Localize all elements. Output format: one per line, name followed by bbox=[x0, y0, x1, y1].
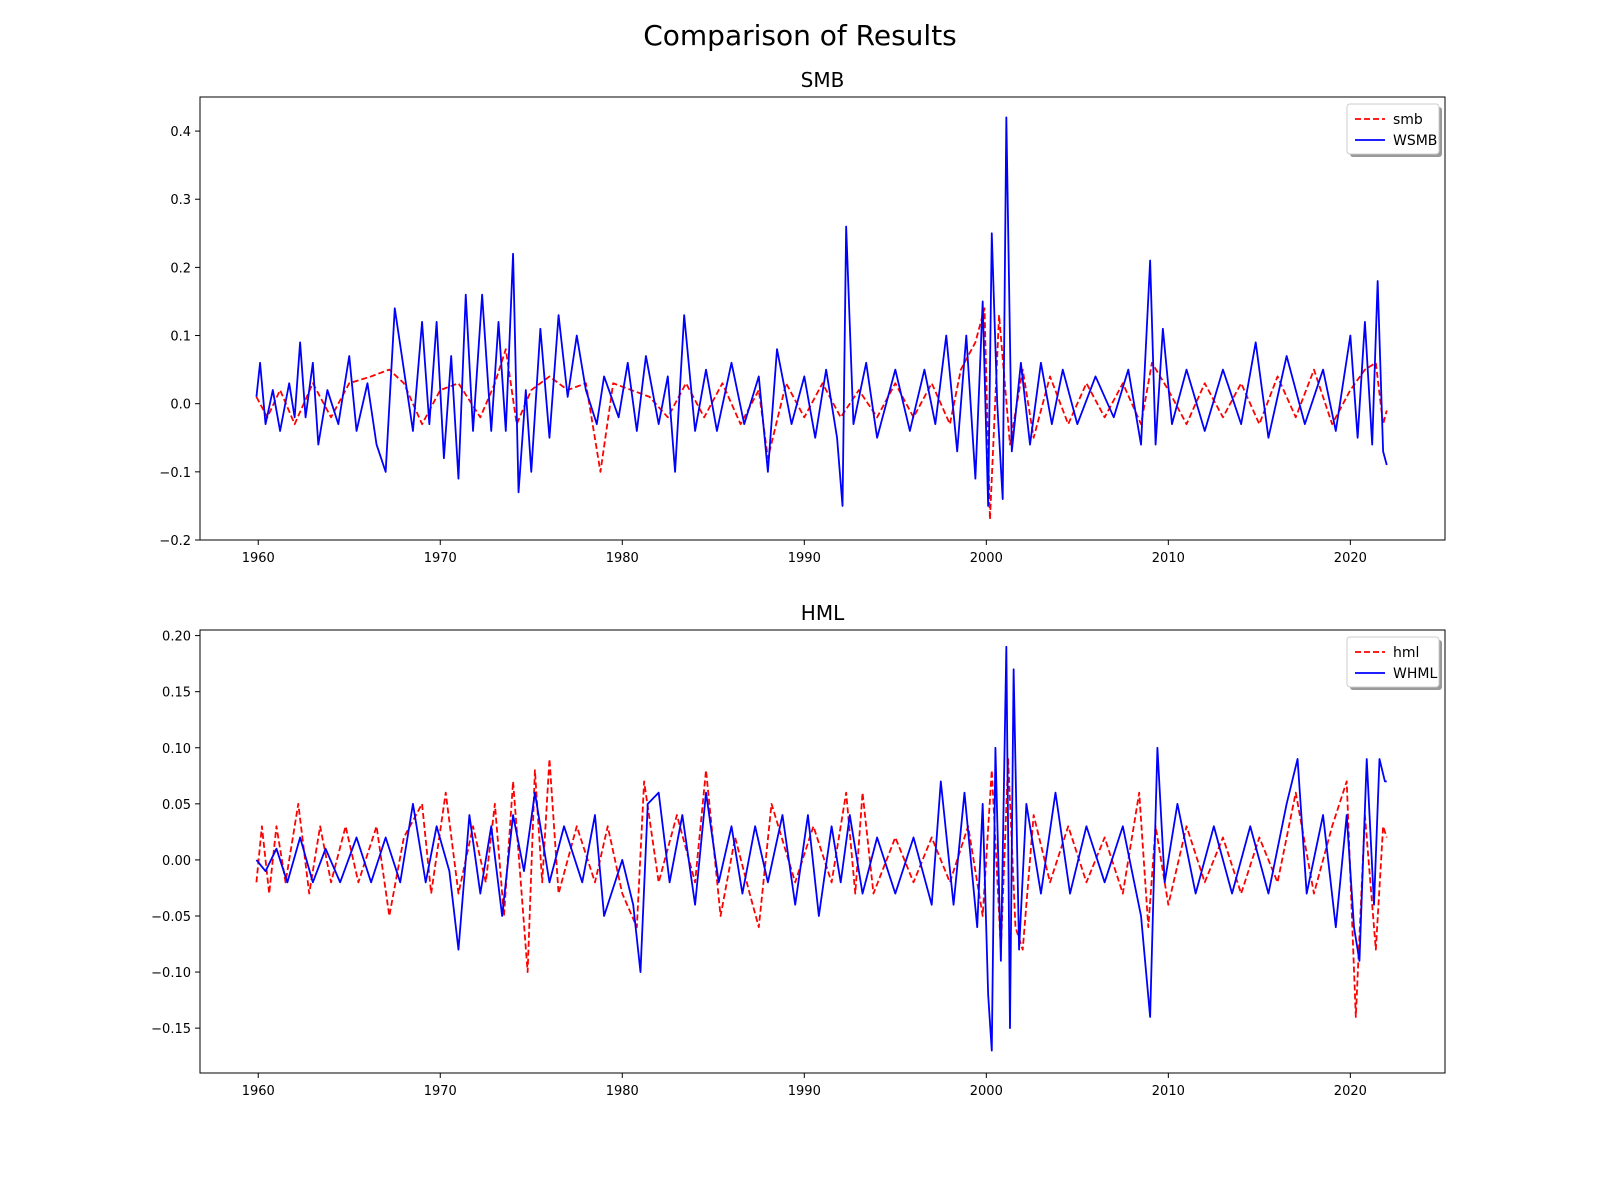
series-group bbox=[255, 116, 1388, 521]
y-tick-label: 0.05 bbox=[162, 798, 191, 813]
y-tick-label: 0.2 bbox=[170, 261, 191, 276]
y-tick-label: 0.10 bbox=[162, 742, 191, 757]
subplot-hml: HML 1960 1970 1980 1990 2000 2010 2020 −0.15 −0.1… bbox=[151, 601, 1446, 1099]
legend-label-wsmb: WSMB bbox=[1393, 133, 1437, 149]
y-tick-label: −0.10 bbox=[151, 966, 191, 981]
legend-label-hml: hml bbox=[1393, 645, 1419, 661]
x-tick-label: 1960 bbox=[242, 1084, 275, 1099]
x-tick-label: 2000 bbox=[970, 551, 1003, 566]
legend-label-smb: smb bbox=[1393, 112, 1423, 128]
subplot-title: HML bbox=[801, 601, 845, 625]
x-tick-label: 1970 bbox=[424, 551, 457, 566]
x-tick-label: 1960 bbox=[242, 551, 275, 566]
y-tick-label: 0.15 bbox=[162, 686, 191, 701]
y-tick-label: −0.15 bbox=[151, 1022, 191, 1037]
legend: smb WSMB bbox=[1346, 103, 1442, 157]
x-tick-label: 2010 bbox=[1152, 551, 1185, 566]
subplot-smb: SMB 1960 1970 1980 1990 2000 2010 2020 −0.2 −0.1 0… bbox=[159, 68, 1446, 566]
y-tick-label: 0.1 bbox=[170, 330, 191, 345]
series-group bbox=[255, 645, 1388, 1052]
x-tick-label: 2020 bbox=[1334, 551, 1367, 566]
series-line-wsmb bbox=[255, 116, 1388, 507]
x-tick-label: 2020 bbox=[1334, 1084, 1367, 1099]
legend: hml WHML bbox=[1346, 636, 1442, 690]
x-tick-label: 1980 bbox=[606, 551, 639, 566]
x-tick-label: 1990 bbox=[788, 551, 821, 566]
x-tick-label: 1970 bbox=[424, 1084, 457, 1099]
x-tick-label: 2010 bbox=[1152, 1084, 1185, 1099]
subplot-title: SMB bbox=[801, 68, 845, 92]
series-line-whml bbox=[255, 645, 1387, 1052]
y-tick-label: −0.2 bbox=[159, 534, 191, 549]
y-tick-label: −0.1 bbox=[159, 466, 191, 481]
y-tick-label: 0.0 bbox=[170, 398, 191, 413]
y-tick-label: 0.20 bbox=[162, 630, 191, 645]
y-tick-label: 0.3 bbox=[170, 193, 191, 208]
series-line-smb bbox=[255, 307, 1388, 521]
y-tick-label: 0.00 bbox=[162, 854, 191, 869]
axes-frame bbox=[199, 629, 1446, 1074]
axes-frame bbox=[199, 96, 1446, 541]
x-tick-label: 1980 bbox=[606, 1084, 639, 1099]
series-line-hml bbox=[255, 758, 1388, 1018]
figure-title: Comparison of Results bbox=[643, 19, 957, 52]
y-tick-label: −0.05 bbox=[151, 910, 191, 925]
x-tick-label: 2000 bbox=[970, 1084, 1003, 1099]
x-tick-label: 1990 bbox=[788, 1084, 821, 1099]
legend-label-whml: WHML bbox=[1393, 666, 1437, 682]
y-tick-label: 0.4 bbox=[170, 125, 191, 140]
